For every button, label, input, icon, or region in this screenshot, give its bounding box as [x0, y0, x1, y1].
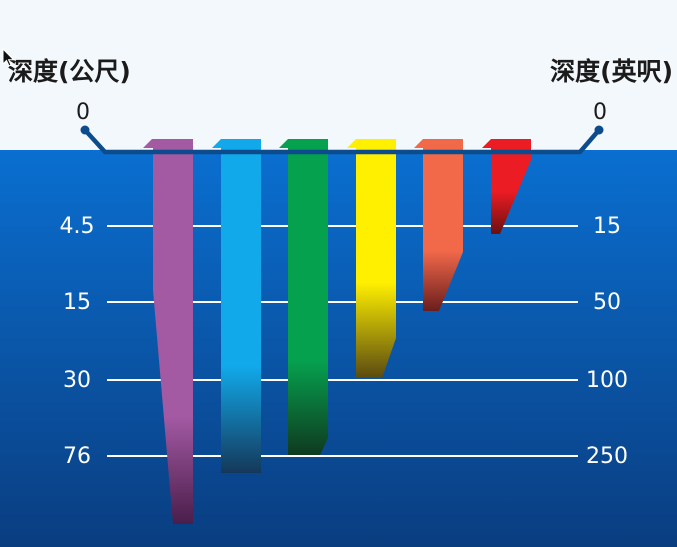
mouse-cursor-icon — [2, 48, 15, 67]
left-label-4: 76 — [63, 444, 91, 469]
bar-cyan — [212, 139, 261, 473]
right-label-3: 100 — [586, 368, 628, 393]
left-label-2: 15 — [63, 290, 91, 315]
bar-orange — [414, 139, 463, 311]
left-label-3: 30 — [63, 368, 91, 393]
light-bars — [143, 139, 531, 524]
surface-polyline — [83, 128, 601, 155]
surface-line — [80, 125, 604, 155]
sky-background — [0, 0, 677, 150]
left-axis-title: 深度(公尺) — [8, 57, 131, 86]
right-label-1: 15 — [593, 214, 621, 239]
right-axis-title: 深度(英呎) — [550, 57, 673, 86]
bar-purple — [143, 139, 193, 524]
bar-red — [482, 139, 531, 234]
water-background — [0, 150, 677, 547]
right-label-0: 0 — [593, 100, 607, 125]
left-label-1: 4.5 — [60, 214, 95, 239]
bar-yellow — [347, 139, 396, 378]
bar-green — [279, 139, 328, 455]
surface-pin-left — [80, 125, 90, 135]
left-label-0: 0 — [76, 100, 90, 125]
right-label-4: 250 — [586, 444, 628, 469]
right-label-2: 50 — [593, 290, 621, 315]
surface-pin-right — [594, 125, 604, 135]
